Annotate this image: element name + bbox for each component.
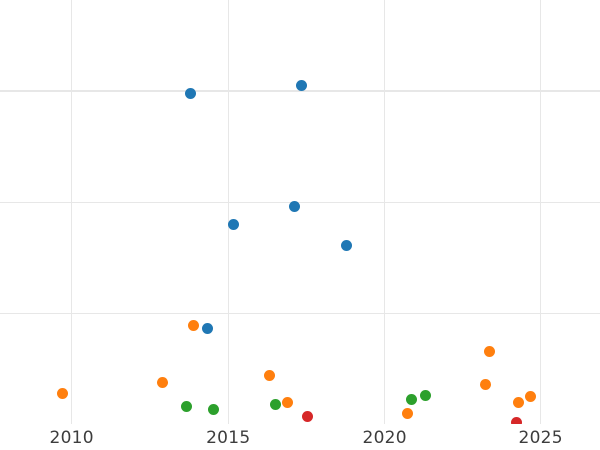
y-gridline <box>0 312 600 315</box>
scatter-point-orange <box>187 319 199 331</box>
scatter-point-orange <box>401 407 413 419</box>
y-gridline <box>0 90 600 92</box>
y-gridline <box>0 201 600 204</box>
scatter-point-orange <box>281 396 293 408</box>
scatter-point-blue <box>184 87 196 99</box>
x-tick-label-2010: 2010 <box>49 428 94 448</box>
x-gridline <box>384 0 386 424</box>
scatter-point-blue <box>201 322 213 334</box>
plot-area <box>0 0 600 424</box>
scatter-point-orange <box>512 396 524 408</box>
scatter-point-blue <box>227 218 239 230</box>
scatter-point-orange <box>483 345 495 357</box>
scatter-point-green <box>269 398 281 410</box>
scatter-point-blue <box>295 79 307 91</box>
scatter-point-green <box>207 403 219 415</box>
scatter-point-green <box>419 389 431 401</box>
scatter-point-green <box>180 400 192 412</box>
x-gridline <box>227 0 229 424</box>
x-gridline <box>540 0 542 424</box>
scatter-point-blue <box>288 200 300 212</box>
scatter-point-red <box>301 410 313 422</box>
scatter-point-orange <box>156 376 168 388</box>
x-tick-label-2020: 2020 <box>362 428 407 448</box>
scatter-point-orange <box>524 390 536 402</box>
scatter-point-orange <box>263 369 275 381</box>
scatter-point-orange <box>56 387 68 399</box>
x-gridline <box>71 0 73 424</box>
scatter-point-orange <box>479 378 491 390</box>
scatter-point-blue <box>340 239 352 251</box>
scatter-point-green <box>405 393 417 405</box>
scatter-point-red <box>510 416 522 424</box>
x-tick-label-2025: 2025 <box>518 428 563 448</box>
x-tick-label-2015: 2015 <box>206 428 251 448</box>
